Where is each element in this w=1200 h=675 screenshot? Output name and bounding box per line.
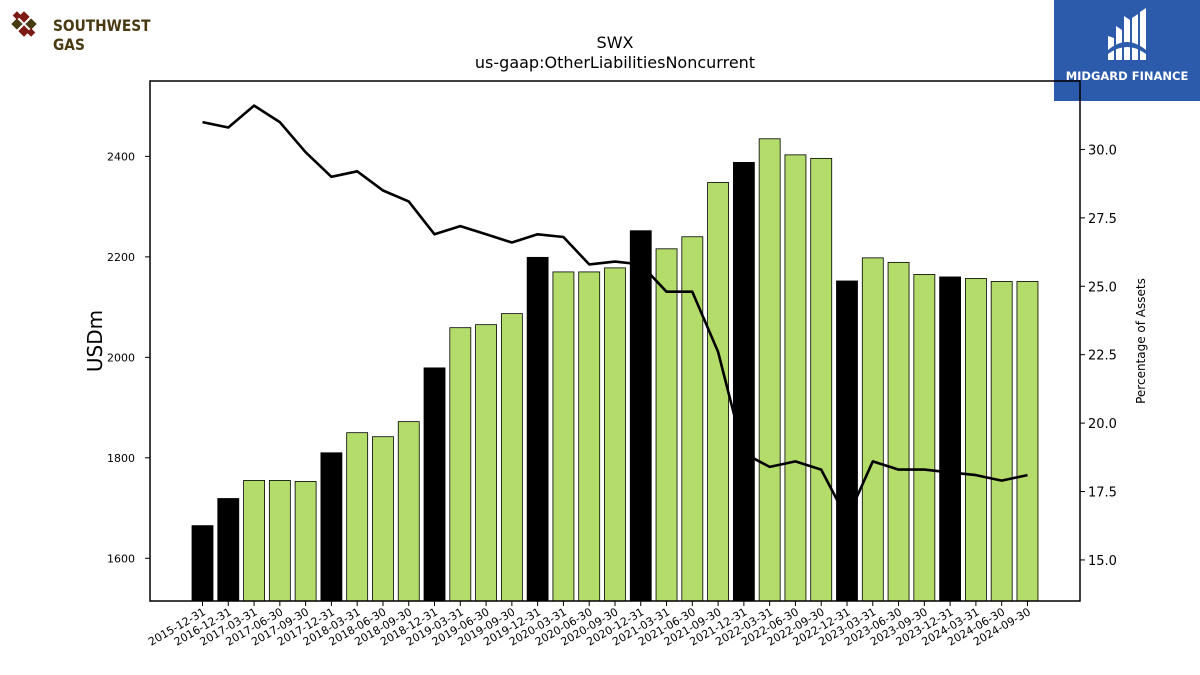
midgard-m-icon bbox=[1108, 8, 1146, 60]
bar-2023-03-31 bbox=[861, 257, 884, 602]
bar-2022-12-31 bbox=[836, 280, 858, 602]
bar-2017-06-30 bbox=[268, 480, 291, 602]
bar-2020-09-30 bbox=[604, 267, 626, 602]
bar-2020-06-30 bbox=[578, 271, 601, 602]
bar-2022-06-30 bbox=[784, 154, 807, 602]
southwest-gas-logo-icon bbox=[11, 11, 37, 37]
bar-2023-09-30 bbox=[913, 274, 936, 602]
bar-2016-12-31 bbox=[217, 498, 240, 602]
x-axis-ticks: 2015-12-312016-12-312017-03-312017-06-30… bbox=[146, 601, 1033, 649]
y2-axis-label: Percentage of Assets bbox=[1134, 278, 1148, 404]
y2-tick-label: 15.0 bbox=[1088, 554, 1117, 569]
bar-2024-09-30 bbox=[1016, 281, 1039, 602]
chart-title: SWX bbox=[596, 33, 634, 52]
y-tick-label: 2000 bbox=[107, 351, 135, 364]
bar-2018-09-30 bbox=[397, 421, 420, 602]
line-group bbox=[202, 104, 1028, 521]
bar-2017-03-31 bbox=[243, 480, 265, 602]
y-tick-label: 1800 bbox=[107, 452, 135, 465]
bar-2021-09-30 bbox=[707, 182, 729, 602]
bar-2021-03-31 bbox=[655, 248, 678, 602]
bar-2020-03-31 bbox=[552, 271, 575, 602]
bar-2019-09-30 bbox=[500, 313, 523, 602]
bar-2024-06-30 bbox=[990, 281, 1013, 602]
bar-2018-03-31 bbox=[346, 432, 369, 602]
y-tick-label: 1600 bbox=[107, 552, 135, 565]
bars-group bbox=[191, 138, 1039, 602]
bar-2018-06-30 bbox=[372, 436, 394, 602]
bar-2022-09-30 bbox=[810, 157, 833, 602]
chart-subtitle: us-gaap:OtherLiabilitiesNoncurrent bbox=[474, 53, 756, 72]
y2-tick-label: 30.0 bbox=[1088, 143, 1117, 158]
bar-2021-12-31 bbox=[732, 161, 755, 602]
bar-2023-06-30 bbox=[887, 261, 910, 602]
bar-2019-03-31 bbox=[449, 327, 472, 602]
bar-2024-03-31 bbox=[965, 278, 987, 602]
bar-2022-03-31 bbox=[758, 138, 781, 602]
y-tick-label: 2200 bbox=[107, 251, 135, 264]
bar-2020-12-31 bbox=[629, 230, 652, 602]
bar-2017-09-30 bbox=[294, 481, 317, 602]
y2-tick-label: 27.5 bbox=[1088, 212, 1117, 227]
right-axis-ticks: 15.0 17.5 20.0 22.5 25.0 27.5 30.0 bbox=[1080, 143, 1117, 569]
publisher-name: MIDGARD FINANCE bbox=[1065, 69, 1189, 83]
bar-2018-12-31 bbox=[423, 367, 446, 602]
bar-2017-12-31 bbox=[320, 452, 343, 602]
company-logo: SOUTHWEST GAS bbox=[4, 4, 194, 54]
bar-2019-12-31 bbox=[526, 256, 549, 602]
y2-tick-label: 20.0 bbox=[1088, 417, 1117, 432]
y-axis-label: USDm bbox=[83, 310, 107, 372]
y2-tick-label: 25.0 bbox=[1088, 280, 1117, 295]
y2-tick-label: 17.5 bbox=[1088, 486, 1117, 501]
bar-2023-12-31 bbox=[939, 276, 962, 602]
publisher-logo: MIDGARD FINANCE bbox=[1054, 0, 1200, 101]
percentage-of-assets-line bbox=[202, 104, 1028, 521]
company-name: SOUTHWEST GAS bbox=[53, 16, 151, 54]
bar-2019-06-30 bbox=[475, 324, 497, 602]
bar-2015-12-31 bbox=[191, 525, 214, 602]
y2-tick-label: 22.5 bbox=[1088, 349, 1117, 364]
y-tick-label: 2400 bbox=[107, 150, 135, 163]
left-axis-ticks: 1600 1800 2000 2200 2400 bbox=[107, 150, 150, 565]
